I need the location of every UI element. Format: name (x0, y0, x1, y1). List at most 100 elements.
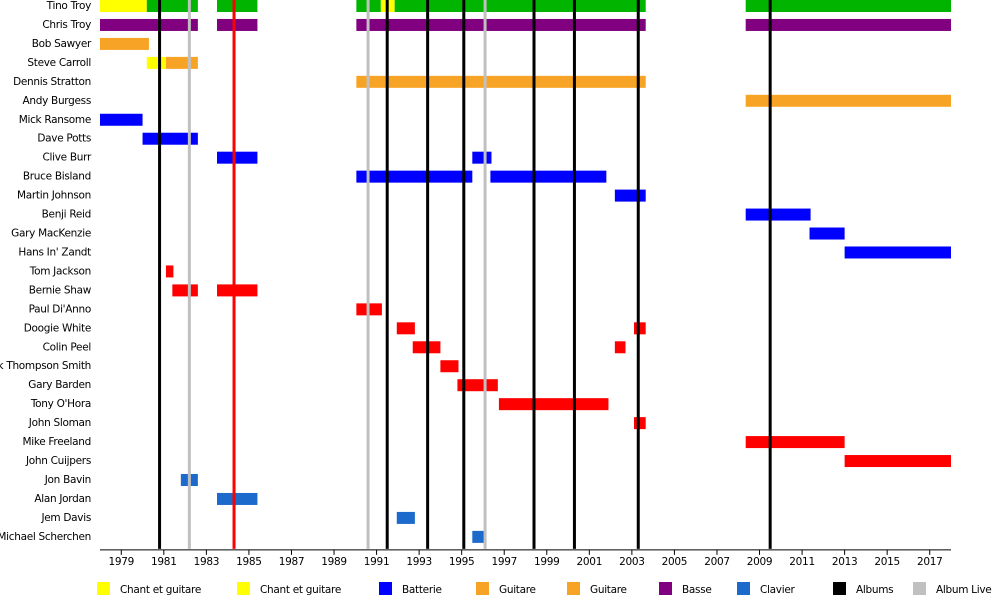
period-bar (844, 246, 951, 259)
period-bar (745, 436, 845, 449)
member-name: Bernie Shaw (29, 284, 92, 296)
period-bar (142, 132, 198, 145)
period-bar (217, 284, 258, 297)
legend-label: Album Live (936, 584, 991, 596)
period-bar (440, 360, 459, 373)
period-bar (217, 18, 258, 31)
period-bar (146, 56, 166, 69)
period-bar (614, 189, 646, 202)
x-tick-label: 1993 (406, 556, 432, 568)
member-name: Tom Jackson (29, 265, 91, 277)
member-name: Bruce Bisland (23, 171, 91, 183)
period-bar (498, 398, 609, 411)
x-tick-label: 2009 (747, 556, 773, 568)
period-bar (634, 322, 646, 335)
x-tick-label: 2015 (874, 556, 900, 568)
legend-swatch (97, 582, 110, 595)
member-name: Gary Barden (28, 379, 91, 391)
legend-label: Guitare (499, 584, 536, 596)
member-name: Chris Troy (42, 19, 91, 31)
member-name: John Sloman (28, 417, 91, 429)
x-tick-label: 1989 (321, 556, 347, 568)
legend-swatch (567, 582, 580, 595)
period-bar (745, 208, 811, 221)
x-tick-label: 1983 (194, 556, 220, 568)
member-name: Mike Freeland (22, 436, 91, 448)
member-name: Martin Johnson (17, 190, 91, 202)
legend-label: Albums (856, 584, 893, 596)
member-name: Colin Peel (43, 341, 91, 353)
member-name: Hans In' Zandt (18, 246, 91, 258)
period-bar (472, 151, 492, 164)
member-name: Mick Ransome (19, 114, 91, 126)
legend-swatch (913, 582, 926, 595)
period-bar (217, 492, 258, 505)
member-name: Michael Scherchen (0, 531, 91, 543)
x-tick-label: 1979 (109, 556, 135, 568)
period-bar (356, 170, 473, 183)
member-name: Benji Reid (42, 209, 91, 221)
legend-swatch (237, 582, 250, 595)
period-bar (100, 113, 143, 126)
x-tick-label: 1987 (279, 556, 305, 568)
x-tick-label: 2003 (619, 556, 645, 568)
member-name: Dave Potts (37, 133, 91, 145)
x-tick-label: 1997 (491, 556, 517, 568)
member-name: Alan Jordan (34, 493, 91, 505)
period-bar (172, 284, 198, 297)
period-bar (844, 455, 951, 468)
x-tick-label: 1991 (364, 556, 390, 568)
x-tick-label: 1995 (449, 556, 475, 568)
period-bar (100, 18, 198, 31)
period-bar (490, 170, 607, 183)
legend-swatch (659, 582, 672, 595)
period-bar (165, 56, 198, 69)
member-name: Andy Burgess (22, 95, 91, 107)
member-name: Doogie White (24, 322, 91, 334)
period-bar (394, 0, 646, 12)
member-name: Mark Thompson Smith (0, 360, 91, 372)
member-name: Gary MacKenzie (11, 228, 91, 240)
legend-label: Batterie (402, 584, 442, 596)
legend-label: Guitare (590, 584, 627, 596)
legend-label: Basse (682, 584, 712, 596)
x-tick-label: 2017 (917, 556, 943, 568)
legend-swatch (737, 582, 750, 595)
period-bar (217, 0, 258, 12)
period-bar (217, 151, 258, 164)
period-bar (614, 341, 626, 354)
x-tick-label: 2005 (662, 556, 688, 568)
period-bar (745, 94, 951, 107)
x-tick-label: 1981 (151, 556, 177, 568)
legend-label: Chant et guitare (260, 584, 341, 596)
member-name: Jem Davis (40, 512, 91, 524)
period-bar (396, 511, 415, 524)
member-name: Bob Sawyer (32, 38, 92, 50)
x-tick-label: 2001 (577, 556, 603, 568)
period-bar (634, 417, 646, 430)
period-bar (165, 265, 174, 278)
period-bar (457, 379, 498, 392)
period-bar (472, 530, 487, 543)
member-name: Paul Di'Anno (29, 303, 91, 315)
member-name: Dennis Stratton (13, 76, 91, 88)
period-bar (100, 37, 149, 50)
legend-swatch (833, 582, 846, 595)
member-name: Steve Carroll (27, 57, 91, 69)
x-tick-label: 1999 (534, 556, 560, 568)
legend-label: Chant et guitare (120, 584, 201, 596)
member-name: Tony O'Hora (30, 398, 91, 410)
legend-swatch (379, 582, 392, 595)
legend-label: Clavier (760, 584, 795, 596)
x-tick-label: 2007 (704, 556, 730, 568)
member-name: Clive Burr (43, 152, 92, 164)
period-bar (100, 0, 147, 12)
period-bar (396, 322, 415, 335)
period-bar (745, 18, 951, 31)
legend-swatch (476, 582, 489, 595)
member-name: John Cuijpers (25, 455, 91, 467)
period-bar (745, 0, 951, 12)
member-name: Tino Troy (46, 0, 91, 12)
period-bar (356, 75, 646, 88)
